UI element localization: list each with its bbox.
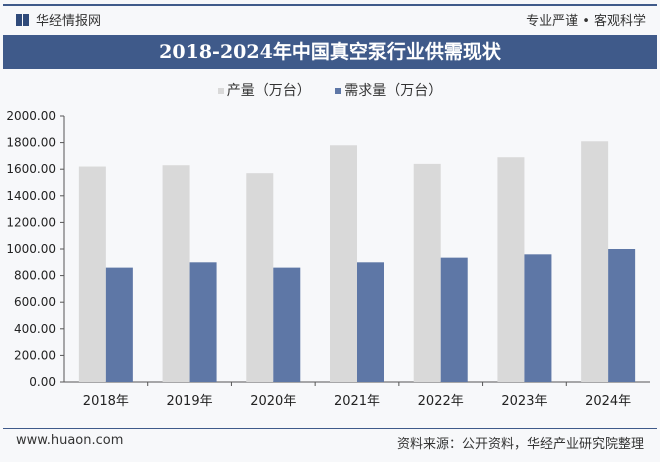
y-tick-label: 1600.00 [6, 162, 56, 176]
source-note: 资料来源：公开资料，华经产业研究院整理 [396, 437, 644, 452]
x-tick-label: 2020年 [250, 394, 296, 409]
brand-name: 华经情报网 [36, 14, 102, 29]
y-tick-label: 1400.00 [6, 189, 56, 203]
legend-item-demand: 需求量（万台） [335, 83, 442, 99]
legend-item-production: 产量（万台） [217, 83, 311, 99]
x-tick-label: 2023年 [501, 394, 547, 409]
y-tick-label: 1200.00 [6, 215, 56, 229]
x-tick-label: 2019年 [167, 394, 213, 409]
y-tick-label: 1000.00 [6, 242, 56, 256]
y-tick-label: 400.00 [14, 322, 56, 336]
bar-demand-2024年 [608, 249, 636, 382]
bar-demand-2021年 [357, 262, 384, 382]
bar-production-2020年 [246, 173, 274, 382]
y-tick-label: 2000.00 [6, 109, 56, 123]
bar-production-2023年 [497, 157, 525, 382]
bar-production-2021年 [330, 145, 357, 382]
y-tick-label: 0.00 [29, 375, 56, 389]
x-tick-label: 2021年 [334, 394, 380, 409]
bar-production-2018年 [78, 166, 106, 382]
bar-production-2022年 [413, 163, 441, 382]
bar-production-2024年 [581, 141, 609, 382]
logo-icon [16, 13, 30, 26]
bar-demand-2022年 [440, 257, 468, 382]
x-tick-label: 2018年 [83, 394, 129, 409]
legend: 产量（万台） 需求量（万台） [0, 80, 660, 100]
bar-demand-2019年 [189, 262, 217, 382]
bar-production-2019年 [162, 165, 190, 382]
y-tick-label: 600.00 [14, 295, 56, 309]
chart-title: 2018-2024年中国真空泵行业供需现状 [3, 35, 657, 69]
bar-demand-2018年 [105, 267, 133, 382]
brand: 华经情报网 [16, 10, 101, 29]
y-tick-label: 1800.00 [6, 136, 56, 150]
bottom-divider [3, 428, 657, 429]
bar-demand-2020年 [273, 267, 301, 382]
y-tick-label: 200.00 [14, 348, 56, 362]
top-divider [3, 4, 657, 6]
slogan: 专业严谨 • 客观科学 [526, 14, 646, 29]
x-tick-label: 2022年 [418, 394, 464, 409]
x-tick-label: 2024年 [585, 394, 631, 409]
y-tick-label: 800.00 [14, 269, 56, 283]
website: www.huaon.com [16, 433, 124, 448]
bar-demand-2023年 [524, 254, 552, 382]
